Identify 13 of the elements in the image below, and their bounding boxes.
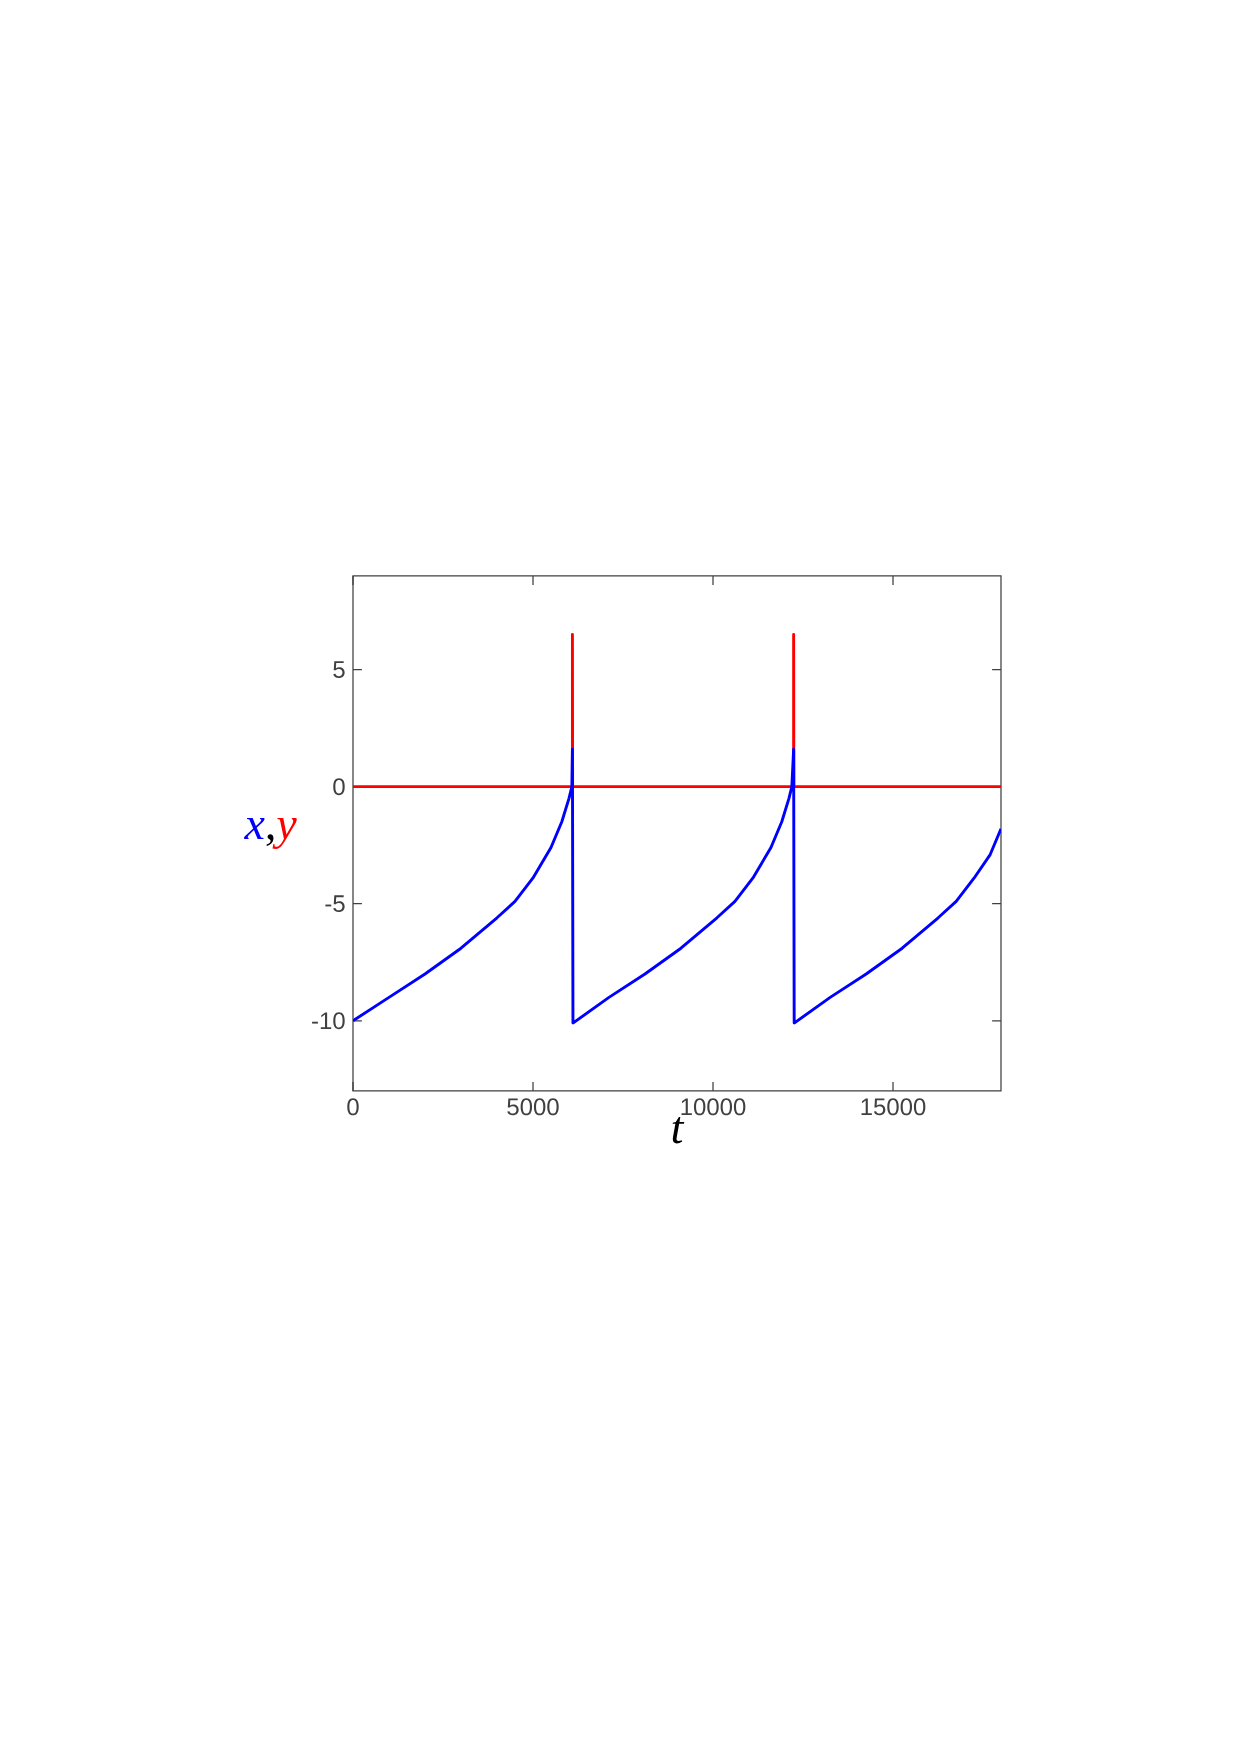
x-tick-label: 15000 (861, 1098, 926, 1116)
y-tick-label: 0 (333, 778, 345, 796)
line-series (353, 747, 1001, 1025)
x-tick-label: 0 (347, 1098, 359, 1116)
y-tick-label: 5 (333, 661, 345, 678)
x-tick-label: 5000 (507, 1098, 559, 1116)
x-tick-label: 10000 (681, 1098, 746, 1116)
series-label: y (272, 818, 297, 849)
y-tick-label: -10 (312, 1012, 345, 1030)
x-axis-title: t (672, 1117, 685, 1144)
y-tick-label: -5 (325, 895, 345, 913)
y-axis-title: , (266, 834, 274, 847)
text: x (244, 818, 265, 840)
